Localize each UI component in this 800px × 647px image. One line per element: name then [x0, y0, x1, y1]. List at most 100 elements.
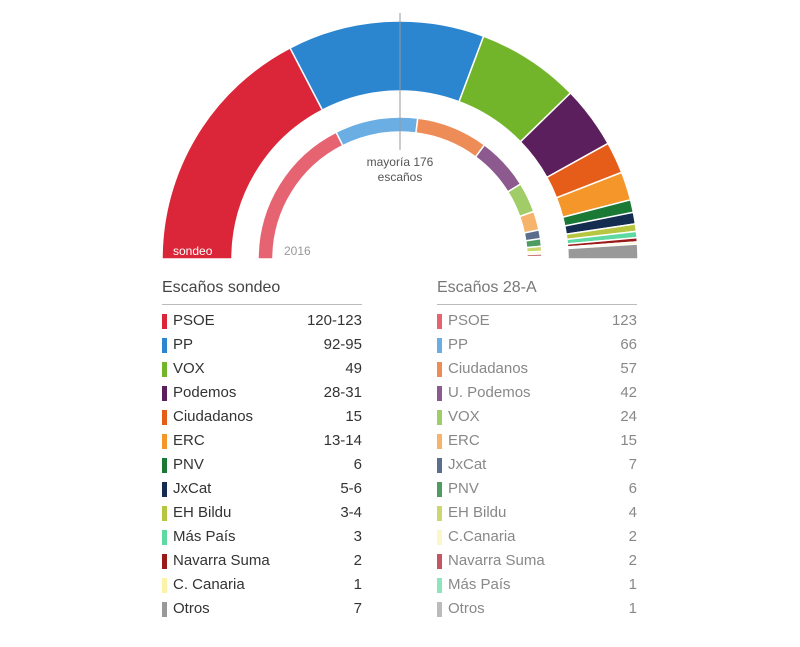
legend-swatch [162, 481, 167, 497]
seat-count: 6 [353, 456, 362, 473]
table-rows: PSOE 120-123 PP 92-95 VOX 49 Podemos 28-31 Ciuda… [162, 309, 362, 621]
party-name: VOX [448, 408, 480, 425]
seat-count: 3-4 [340, 504, 362, 521]
table-row: Navarra Suma 2 [437, 549, 637, 573]
table-row: JxCat 5-6 [162, 477, 362, 501]
table-row: PP 92-95 [162, 333, 362, 357]
legend-swatch [437, 529, 442, 545]
legend-swatch [437, 505, 442, 521]
table-row: EH Bildu 3-4 [162, 501, 362, 525]
table-row: VOX 24 [437, 405, 637, 429]
table-row: Otros 1 [437, 597, 637, 621]
seat-count: 120-123 [306, 312, 362, 329]
table-row: Ciudadanos 57 [437, 357, 637, 381]
seats-table-28a: Escaños 28-A PSOE 123 PP 66 Ciudadanos 57 U. P… [437, 278, 637, 621]
seat-count: 24 [620, 408, 637, 425]
legend-swatch [162, 505, 167, 521]
legend-swatch [162, 313, 167, 329]
legend-swatch [162, 409, 167, 425]
party-name: U. Podemos [448, 384, 531, 401]
legend-swatch [162, 601, 167, 617]
party-name: PSOE [173, 312, 215, 329]
party-name: Otros [448, 600, 485, 617]
table-row: ERC 13-14 [162, 429, 362, 453]
legend-swatch [437, 577, 442, 593]
seat-count: 5-6 [340, 480, 362, 497]
table-row: PP 66 [437, 333, 637, 357]
party-name: C. Canaria [173, 576, 245, 593]
table-row: PNV 6 [162, 453, 362, 477]
party-name: C.Canaria [448, 528, 516, 545]
parliament-chart: mayoría 176 escaños sondeo 2016 [161, 13, 639, 260]
legend-swatch [437, 361, 442, 377]
seat-count: 1 [628, 600, 637, 617]
seat-count: 92-95 [323, 336, 362, 353]
seat-count: 6 [628, 480, 637, 497]
seat-arc-psoe [161, 46, 324, 260]
party-name: JxCat [173, 480, 212, 497]
seat-arc-vox [506, 182, 535, 218]
legend-swatch [437, 553, 442, 569]
seat-count: 49 [345, 360, 362, 377]
table-row: PSOE 120-123 [162, 309, 362, 333]
party-name: JxCat [448, 456, 487, 473]
table-rows: PSOE 123 PP 66 Ciudadanos 57 U. Podemos 42 VOX 24… [437, 309, 637, 621]
seat-count: 1 [628, 576, 637, 593]
legend-swatch [162, 433, 167, 449]
table-row: Otros 7 [162, 597, 362, 621]
table-row: Más País 1 [437, 573, 637, 597]
legend-swatch [162, 337, 167, 353]
party-name: Más País [173, 528, 236, 545]
party-name: Navarra Suma [448, 552, 545, 569]
seat-count: 28-31 [323, 384, 362, 401]
seat-count: 15 [345, 408, 362, 425]
inner-ring-label: 2016 [284, 244, 311, 258]
party-name: PSOE [448, 312, 490, 329]
legend-swatch [162, 529, 167, 545]
party-name: Ciudadanos [448, 360, 529, 377]
seat-count: 7 [353, 600, 362, 617]
table-row: C. Canaria 1 [162, 573, 362, 597]
majority-label-seats: escaños [378, 170, 423, 184]
table-row: Navarra Suma 2 [162, 549, 362, 573]
seat-arc-ciudadanos [415, 117, 486, 158]
seat-count: 42 [620, 384, 637, 401]
legend-swatch [437, 385, 442, 401]
legend-swatch [162, 361, 167, 377]
table-row: Ciudadanos 15 [162, 405, 362, 429]
seat-count: 2 [353, 552, 362, 569]
party-name: Navarra Suma [173, 552, 270, 569]
table-row: C.Canaria 2 [437, 525, 637, 549]
seat-count: 66 [620, 336, 637, 353]
seat-arc-otros [566, 243, 639, 260]
legend-swatch [437, 409, 442, 425]
party-name: ERC [173, 432, 205, 449]
seat-count: 13-14 [323, 432, 362, 449]
table-row: VOX 49 [162, 357, 362, 381]
legend-swatch [437, 337, 442, 353]
table-row: U. Podemos 42 [437, 381, 637, 405]
seat-arc-pp [335, 116, 419, 147]
seat-count: 2 [628, 552, 637, 569]
seat-count: 7 [628, 456, 637, 473]
party-name: VOX [173, 360, 205, 377]
party-name: Podemos [173, 384, 237, 401]
table-row: Podemos 28-31 [162, 381, 362, 405]
seat-arc-otros [526, 256, 543, 260]
party-name: PNV [173, 456, 204, 473]
table-row: JxCat 7 [437, 453, 637, 477]
table-row: EH Bildu 4 [437, 501, 637, 525]
table-title: Escaños sondeo [162, 278, 362, 305]
seat-count: 2 [628, 528, 637, 545]
legend-swatch [437, 601, 442, 617]
outer-ring-label: sondeo [173, 244, 213, 258]
seats-table-sondeo: Escaños sondeo PSOE 120-123 PP 92-95 VOX 49 Po… [162, 278, 362, 621]
party-name: PNV [448, 480, 479, 497]
seat-count: 4 [628, 504, 637, 521]
outer-ring-sondeo [161, 20, 639, 260]
table-row: PSOE 123 [437, 309, 637, 333]
party-name: Ciudadanos [173, 408, 254, 425]
legend-swatch [162, 385, 167, 401]
seat-arc-pp [289, 20, 485, 112]
legend-swatch [437, 457, 442, 473]
